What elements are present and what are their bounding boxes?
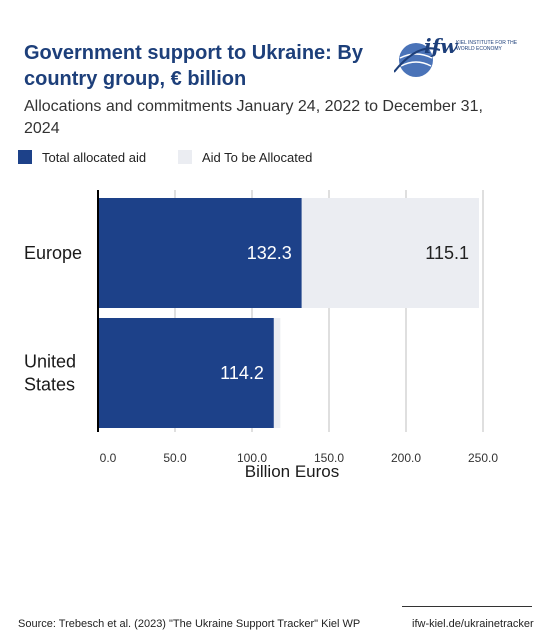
legend-swatch-allocated (18, 150, 32, 164)
x-tick-label-5: 250.0 (468, 451, 498, 465)
legend-label-allocated: Total allocated aid (42, 150, 147, 165)
footer: Source: Trebesch et al. (2023) "The Ukra… (0, 604, 546, 644)
bar-chart: 132.3 115.1 114.2 Europe United States 0.0 50.0… (24, 190, 498, 481)
chart-subtitle: Allocations and commitments January 24, … (24, 98, 483, 137)
bar-europe-series-1 (301, 198, 479, 308)
bar-europe-series-0 (98, 198, 302, 308)
x-tick-label-2: 100.0 (237, 451, 267, 465)
logo-subtext: KIEL INSTITUTE FOR THE WORLD ECONOMY (456, 40, 518, 52)
legend-item-allocated: Total allocated aid (18, 150, 146, 165)
legend-label-to-be-allocated: Aid To be Allocated (202, 150, 313, 165)
source-link[interactable]: ifw-kiel.de/ukrainetracker (412, 618, 534, 630)
legend-item-to-be-allocated: Aid To be Allocated (178, 150, 312, 165)
x-tick-label-3: 150.0 (314, 451, 344, 465)
data-label-united-states-series-0: 114.2 (220, 363, 264, 383)
footer-divider (402, 606, 532, 607)
bar-united-states-series-0 (98, 318, 274, 428)
category-label-europe: Europe (24, 243, 82, 263)
data-label-europe-series-1: 115.1 (425, 243, 469, 263)
x-axis-title: Billion Euros (245, 462, 340, 481)
x-tick-label-1: 50.0 (163, 451, 187, 465)
globe-icon (394, 43, 440, 77)
source-note: Source: Trebesch et al. (2023) "The Ukra… (18, 618, 361, 630)
category-label-united-states: United States (24, 352, 76, 395)
logo-wordmark: ifw (424, 34, 458, 58)
x-tick-label-4: 200.0 (391, 451, 421, 465)
chart-title: Government support to Ukraine: By countr… (24, 42, 363, 90)
ifw-logo: ifw KIEL INSTITUTE FOR THE WORLD ECONOMY (394, 34, 524, 80)
bar-united-states-series-1 (273, 318, 281, 428)
legend-swatch-to-be-allocated (178, 150, 192, 164)
data-label-europe-series-0: 132.3 (247, 243, 292, 263)
x-tick-label-0: 0.0 (100, 451, 117, 465)
